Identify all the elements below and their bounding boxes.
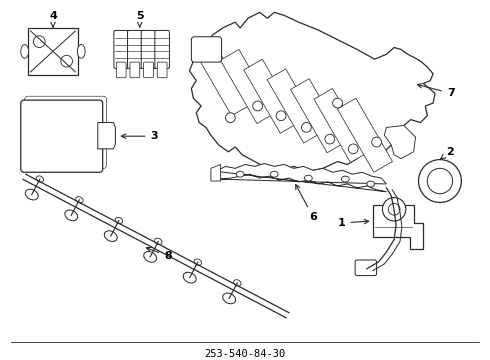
FancyBboxPatch shape [144, 62, 153, 78]
Ellipse shape [342, 176, 349, 182]
FancyBboxPatch shape [21, 100, 103, 172]
Circle shape [418, 159, 462, 202]
FancyBboxPatch shape [127, 31, 142, 68]
Text: 253-540-84-30: 253-540-84-30 [204, 349, 286, 359]
Circle shape [382, 198, 406, 221]
Polygon shape [98, 122, 115, 149]
Text: 5: 5 [136, 11, 144, 27]
Polygon shape [211, 165, 220, 181]
Text: 8: 8 [147, 247, 172, 261]
Polygon shape [216, 163, 386, 192]
Polygon shape [220, 49, 275, 123]
Polygon shape [267, 69, 322, 143]
Ellipse shape [155, 238, 162, 244]
FancyBboxPatch shape [24, 96, 107, 168]
Ellipse shape [304, 175, 312, 181]
Polygon shape [314, 89, 369, 162]
Ellipse shape [183, 272, 196, 283]
Circle shape [348, 144, 358, 154]
Ellipse shape [234, 280, 241, 286]
Circle shape [325, 134, 335, 144]
Ellipse shape [144, 252, 157, 262]
Circle shape [61, 55, 73, 67]
FancyBboxPatch shape [27, 28, 78, 75]
Circle shape [225, 113, 235, 122]
Ellipse shape [194, 259, 201, 265]
Ellipse shape [77, 45, 85, 58]
Ellipse shape [65, 210, 78, 221]
Text: 4: 4 [49, 11, 57, 27]
Ellipse shape [222, 293, 236, 304]
Polygon shape [190, 12, 435, 171]
Circle shape [33, 36, 45, 48]
Polygon shape [337, 98, 392, 172]
Polygon shape [244, 59, 299, 133]
Ellipse shape [104, 231, 117, 242]
Ellipse shape [75, 197, 83, 203]
Ellipse shape [115, 217, 122, 224]
Text: 2: 2 [441, 147, 454, 159]
Text: 6: 6 [295, 185, 317, 222]
Ellipse shape [25, 189, 38, 200]
Polygon shape [195, 42, 250, 116]
Polygon shape [373, 206, 423, 249]
FancyBboxPatch shape [157, 62, 167, 78]
Ellipse shape [21, 45, 28, 58]
FancyBboxPatch shape [141, 31, 156, 68]
Text: 3: 3 [122, 131, 158, 141]
FancyBboxPatch shape [155, 31, 170, 68]
Circle shape [388, 203, 400, 215]
Ellipse shape [36, 176, 44, 182]
Circle shape [253, 101, 263, 111]
Circle shape [427, 168, 453, 194]
FancyBboxPatch shape [355, 260, 377, 276]
Ellipse shape [367, 181, 375, 187]
Ellipse shape [236, 171, 244, 177]
FancyBboxPatch shape [130, 62, 140, 78]
FancyBboxPatch shape [116, 62, 126, 78]
FancyBboxPatch shape [114, 31, 128, 68]
Text: 1: 1 [338, 218, 368, 228]
Text: 7: 7 [417, 84, 455, 98]
Circle shape [301, 122, 311, 132]
FancyBboxPatch shape [192, 37, 221, 62]
Circle shape [372, 137, 382, 147]
Circle shape [276, 111, 286, 121]
Circle shape [333, 98, 343, 108]
Polygon shape [384, 126, 416, 159]
Polygon shape [291, 79, 345, 153]
Ellipse shape [270, 171, 278, 177]
